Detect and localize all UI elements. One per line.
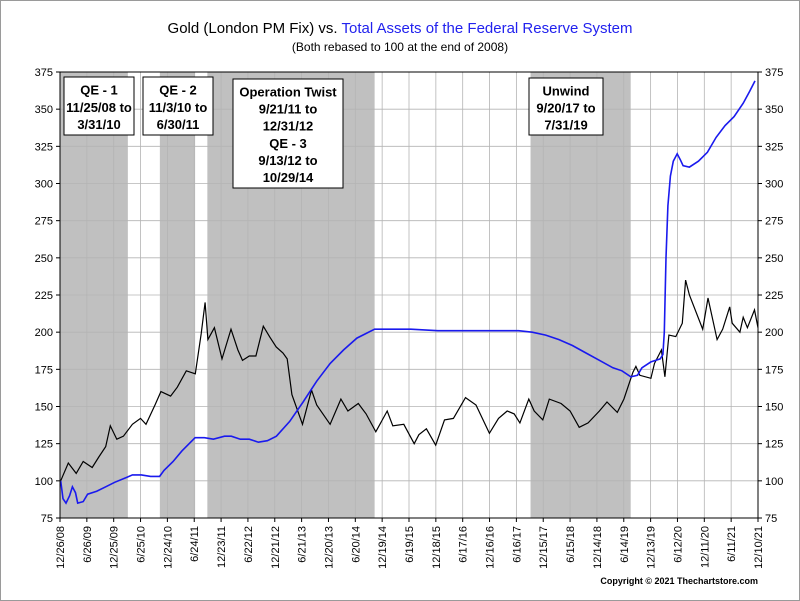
annotation-text-1-0: QE - 2 [159, 83, 197, 98]
y-tick-label-left-9: 300 [35, 179, 53, 191]
x-axis: 12/26/08 6/26/09 12/25/09 6/25/10 12/24/10 6/… [55, 518, 765, 569]
y-tick-label-left-3: 150 [35, 402, 53, 414]
annotation-text-1-2: 6/30/11 [157, 117, 200, 132]
y-tick-label-right-5: 200 [765, 327, 783, 339]
annotation-text-0-0: QE - 1 [80, 83, 118, 98]
annotation-text-1-1: 11/3/10 to [149, 100, 208, 115]
y-tick-label-left-7: 250 [35, 253, 53, 265]
annotation-text-2-3: QE - 3 [269, 136, 307, 151]
gridlines [59, 71, 759, 519]
x-tick-label-19: 6/15/18 [565, 526, 577, 563]
x-tick-label-16: 12/16/16 [485, 526, 497, 569]
x-tick-label-25: 6/11/21 [726, 526, 738, 562]
x-tick-label-26: 12/10/21 [753, 526, 765, 569]
chart-title-gold: Gold (London PM Fix) vs. [167, 20, 342, 37]
annotation-text-3-2: 7/31/19 [544, 117, 587, 132]
annotation-text-0-2: 3/31/10 [77, 117, 120, 132]
annotation-text-3-0: Unwind [543, 83, 590, 98]
annotation-box-0 [63, 76, 135, 136]
y-tick-label-left-0: 75 [41, 513, 53, 525]
x-tick-label-23: 6/12/20 [672, 526, 684, 563]
series-line-gold [60, 279, 759, 482]
y-tick-label-right-9: 300 [765, 179, 783, 191]
x-tick-label-3: 6/25/10 [136, 526, 148, 563]
x-tick-label-22: 12/13/19 [646, 526, 658, 569]
annotation-box-1 [142, 76, 214, 136]
x-tick-label-12: 12/19/14 [377, 526, 389, 569]
x-tick-label-0: 12/26/08 [55, 526, 67, 569]
annotations: QE - 1 11/25/08 to 3/31/10 QE - 2 11/3/10 to… [63, 76, 604, 189]
y-axis-left: 75 100 125 150 175 200 225 250 275 300 325 350 375 [35, 67, 60, 525]
x-tick-label-5: 6/24/11 [189, 526, 201, 562]
annotation-text-0-1: 11/25/08 to [66, 100, 132, 115]
annotation-text-2-4: 9/13/12 to [258, 153, 317, 168]
annotation-text-2-2: 12/31/12 [263, 119, 314, 134]
chart-subtitle: (Both rebased to 100 at the end of 2008) [291, 40, 509, 54]
annotation-box-2 [232, 78, 344, 189]
y-tick-label-right-4: 175 [765, 364, 783, 376]
y-tick-label-right-11: 350 [765, 104, 783, 116]
y-tick-label-right-0: 75 [765, 513, 777, 525]
x-tick-label-4: 12/24/10 [162, 526, 174, 569]
x-tick-label-13: 6/19/15 [404, 526, 416, 563]
x-tick-label-21: 6/14/19 [619, 526, 631, 563]
annotation-box-3 [528, 77, 604, 136]
y-tick-label-left-12: 375 [35, 67, 53, 79]
x-tick-label-15: 6/17/16 [458, 526, 470, 563]
y-tick-label-left-4: 175 [35, 364, 53, 376]
y-tick-label-left-2: 125 [35, 439, 53, 451]
y-tick-label-right-2: 125 [765, 439, 783, 451]
y-tick-label-right-3: 150 [765, 402, 783, 414]
annotation-text-2-0: Operation Twist [239, 84, 337, 99]
x-tick-label-9: 6/21/13 [297, 526, 309, 563]
x-tick-label-7: 6/22/12 [243, 526, 255, 563]
y-tick-label-right-12: 375 [765, 67, 783, 79]
x-tick-label-10: 12/20/13 [323, 526, 335, 569]
y-tick-label-left-8: 275 [35, 216, 53, 228]
x-tick-label-24: 12/11/20 [699, 526, 711, 568]
x-tick-label-8: 12/21/12 [270, 526, 282, 569]
copyright-text: Copyright © 2021 Thechartstore.com [600, 576, 758, 586]
annotation-text-2-5: 10/29/14 [263, 170, 314, 185]
x-tick-label-18: 12/15/17 [538, 526, 550, 569]
y-tick-label-right-10: 325 [765, 141, 783, 153]
x-tick-label-1: 6/26/09 [82, 526, 94, 563]
y-tick-label-left-1: 100 [35, 476, 53, 488]
x-tick-label-6: 12/23/11 [216, 526, 228, 568]
chart-title: Gold (London PM Fix) vs. Total Assets of… [0, 20, 800, 37]
y-tick-label-right-7: 250 [765, 253, 783, 265]
annotation-text-2-1: 9/21/11 to [259, 102, 318, 117]
y-tick-label-right-1: 100 [765, 476, 783, 488]
x-tick-label-14: 12/18/15 [431, 526, 443, 569]
series-line-fed [59, 80, 756, 505]
y-tick-label-left-10: 325 [35, 141, 53, 153]
annotation-text-3-1: 9/20/17 to [536, 100, 595, 115]
y-tick-label-left-6: 225 [35, 290, 53, 302]
y-tick-label-right-6: 225 [765, 290, 783, 302]
chart-title-fed: Total Assets of the Federal Reserve Syst… [341, 20, 633, 37]
y-tick-label-left-11: 350 [35, 104, 53, 116]
y-axis-right: 75 100 125 150 175 200 225 250 275 300 325 350 375 [758, 67, 783, 525]
y-tick-label-left-5: 200 [35, 327, 53, 339]
y-tick-label-right-8: 275 [765, 216, 783, 228]
x-tick-label-20: 12/14/18 [592, 526, 604, 569]
x-tick-label-2: 12/25/09 [109, 526, 121, 569]
x-tick-label-17: 6/16/17 [511, 526, 523, 563]
x-tick-label-11: 6/20/14 [350, 526, 362, 563]
